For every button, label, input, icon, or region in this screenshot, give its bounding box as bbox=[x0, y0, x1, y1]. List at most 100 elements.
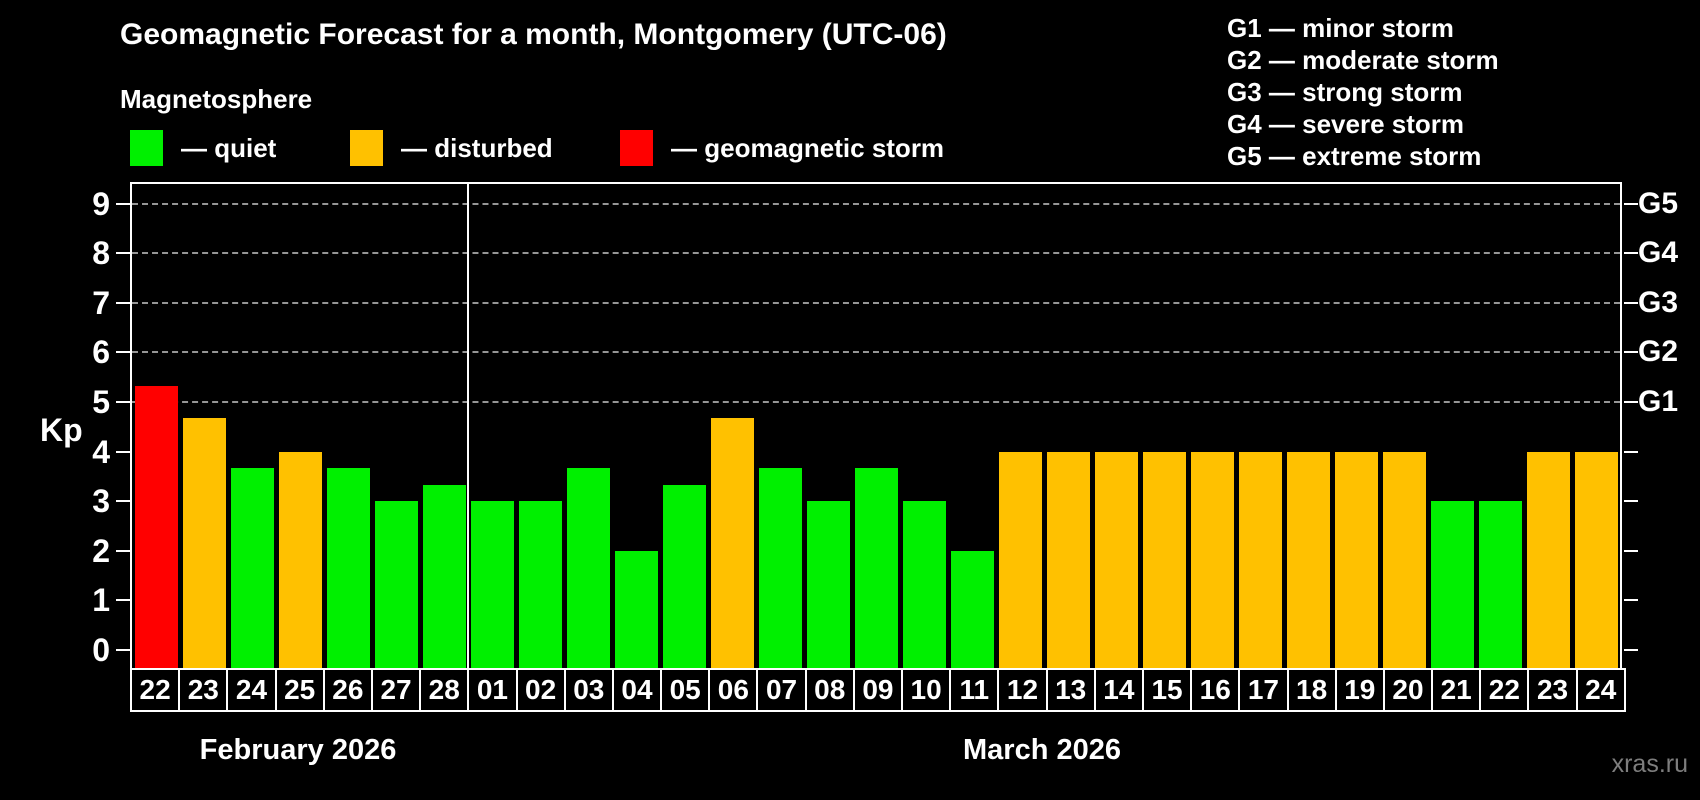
y-axis-tick-label: 5 bbox=[92, 384, 110, 420]
kp-bar bbox=[278, 451, 322, 668]
right-axis-g-label: G1 bbox=[1638, 385, 1679, 418]
day-label-cell: 22 bbox=[1479, 668, 1530, 712]
kp-bar bbox=[422, 484, 466, 668]
gridline-kp-6 bbox=[132, 351, 1620, 354]
gridline-kp-5 bbox=[132, 401, 1620, 403]
right-axis-g-label: G5 bbox=[1638, 186, 1679, 220]
disturbed-swatch-icon bbox=[350, 130, 383, 166]
right-axis-tick bbox=[1624, 252, 1638, 255]
y-axis-tick-label: 4 bbox=[92, 433, 110, 470]
kp-bar bbox=[758, 467, 802, 668]
legend-label-storm: — geomagnetic storm bbox=[671, 132, 945, 163]
day-label-cell: 17 bbox=[1238, 668, 1289, 712]
kp-bar bbox=[518, 501, 562, 668]
day-label-cell: 11 bbox=[949, 668, 1000, 712]
kp-bar bbox=[614, 550, 658, 668]
kp-bar bbox=[470, 501, 514, 668]
kp-bar bbox=[1478, 501, 1522, 668]
day-label-cell: 26 bbox=[322, 668, 373, 712]
legend-label-disturbed: — disturbed bbox=[401, 132, 553, 163]
gridline-kp-8 bbox=[132, 252, 1620, 255]
storm-scale-legend: G1 — minor storm G2 — moderate storm G3 … bbox=[1227, 12, 1499, 172]
day-label-cell: 27 bbox=[370, 668, 422, 712]
right-axis-tick bbox=[1624, 202, 1638, 205]
day-label-row: 22 23 24 25 26 27 28 01 02 03 04 05 06 07 08 09 10 11 12 13… bbox=[130, 668, 1626, 712]
day-label-cell: 14 bbox=[1093, 668, 1144, 712]
kp-bar bbox=[1526, 451, 1570, 668]
day-label-cell: 18 bbox=[1286, 668, 1337, 712]
day-label-cell: 24 bbox=[226, 668, 277, 712]
day-label-cell: 03 bbox=[563, 668, 614, 712]
magnetosphere-subtitle: Magnetosphere bbox=[120, 84, 313, 114]
kp-bar bbox=[854, 467, 898, 668]
storm-scale-item-g4: G4 — severe storm bbox=[1227, 109, 1465, 139]
storm-swatch-icon bbox=[620, 130, 653, 166]
day-label-cell: 23 bbox=[178, 668, 229, 712]
day-label-cell: 13 bbox=[1045, 668, 1096, 712]
day-label-cell: 23 bbox=[1527, 668, 1578, 712]
month-separator bbox=[467, 184, 469, 668]
day-label-cell: 10 bbox=[901, 668, 952, 712]
legend-item-quiet: — quiet bbox=[130, 130, 276, 166]
left-axis-tick bbox=[116, 649, 130, 651]
kp-bar bbox=[134, 385, 178, 668]
left-axis-tick bbox=[116, 301, 130, 304]
kp-bar bbox=[806, 501, 850, 668]
left-axis-tick bbox=[116, 401, 130, 403]
right-axis-g-label: G2 bbox=[1638, 335, 1679, 369]
day-label-cell: 28 bbox=[419, 668, 470, 712]
kp-bar bbox=[374, 501, 418, 668]
storm-scale-item-g2: G2 — moderate storm bbox=[1227, 45, 1499, 75]
day-label-cell: 24 bbox=[1575, 668, 1626, 712]
plot-area: 0 1 2 3 4 5 6 7 8 9 G1 G2 G3 G4 G5 bbox=[92, 182, 1678, 668]
storm-scale-item-g1: G1 — minor storm bbox=[1227, 13, 1454, 43]
right-axis-tick bbox=[1624, 401, 1638, 403]
quiet-swatch-icon bbox=[130, 130, 163, 166]
day-label-cell: 15 bbox=[1141, 668, 1193, 712]
right-axis-g-label: G3 bbox=[1638, 285, 1679, 319]
month-label-february: February 2026 bbox=[199, 734, 397, 766]
left-axis-tick bbox=[116, 202, 130, 205]
month-label-row: February 2026 March 2026 bbox=[130, 734, 1626, 770]
left-axis-tick bbox=[116, 500, 130, 503]
y-axis-tick-label: 1 bbox=[92, 582, 110, 619]
day-label-cell: 01 bbox=[467, 668, 518, 712]
gridline-kp-7 bbox=[132, 301, 1620, 304]
kp-bar bbox=[326, 467, 370, 668]
right-axis-tick bbox=[1624, 599, 1638, 602]
kp-bar bbox=[566, 467, 610, 668]
storm-scale-item-g3: G3 — strong storm bbox=[1227, 77, 1463, 107]
y-axis-tick-label: 3 bbox=[92, 483, 110, 520]
kp-bar bbox=[950, 550, 994, 668]
storm-scale-item-g5: G5 — extreme storm bbox=[1227, 141, 1482, 171]
day-label-cell: 21 bbox=[1431, 668, 1482, 712]
day-label-cell: 06 bbox=[708, 668, 759, 712]
kp-bar bbox=[1238, 451, 1282, 668]
kp-bar bbox=[182, 418, 226, 668]
kp-bar bbox=[1046, 451, 1090, 668]
y-axis-tick-label: 9 bbox=[92, 185, 110, 222]
month-label-march: March 2026 bbox=[963, 734, 1121, 766]
chart-title: Geomagnetic Forecast for a month, Montgo… bbox=[120, 18, 947, 51]
left-axis-tick bbox=[116, 549, 130, 552]
kp-bar bbox=[1574, 451, 1618, 668]
day-label-cell: 05 bbox=[660, 668, 711, 712]
right-axis-tick bbox=[1624, 351, 1638, 354]
kp-bar bbox=[1382, 451, 1426, 668]
day-label-cell: 16 bbox=[1190, 668, 1241, 712]
left-axis-tick bbox=[116, 450, 130, 453]
day-label-cell: 08 bbox=[804, 668, 855, 712]
day-label-cell: 07 bbox=[756, 668, 807, 712]
day-label-cell: 20 bbox=[1382, 668, 1434, 712]
right-axis-tick bbox=[1624, 301, 1638, 304]
right-axis-g-label: G4 bbox=[1638, 236, 1679, 270]
kp-bar bbox=[1142, 451, 1186, 668]
left-axis-tick bbox=[116, 252, 130, 255]
day-label-cell: 22 bbox=[130, 668, 181, 712]
kp-bar bbox=[998, 451, 1042, 668]
day-label-cell: 19 bbox=[1334, 668, 1385, 712]
day-label-cell: 04 bbox=[611, 668, 663, 712]
left-axis-tick bbox=[116, 351, 130, 354]
day-label-cell: 12 bbox=[997, 668, 1048, 712]
